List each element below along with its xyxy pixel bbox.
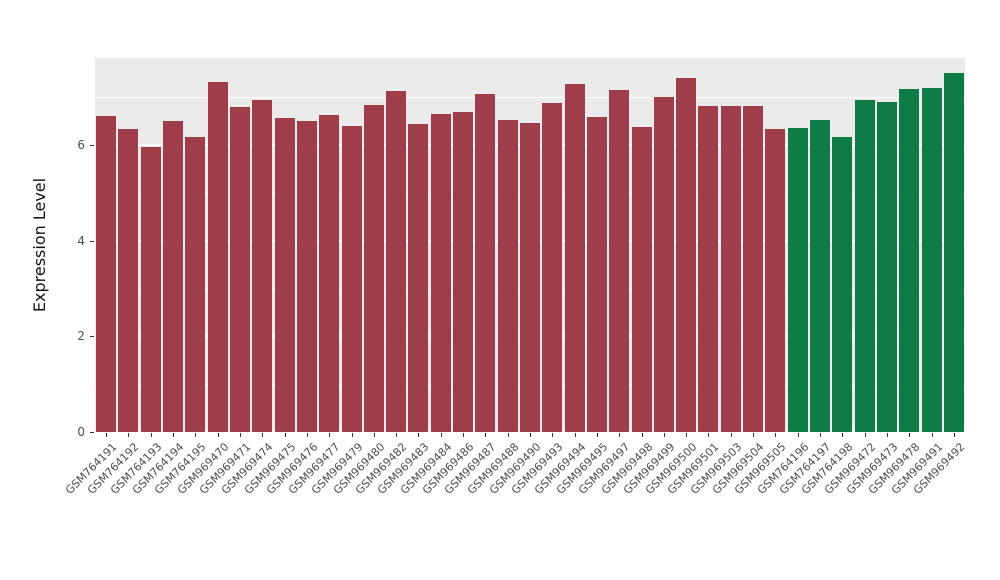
bar-GSM764194	[163, 121, 184, 432]
bar-GSM969503	[720, 105, 741, 432]
x-tick-mark	[886, 433, 888, 437]
bar-GSM969473	[876, 102, 897, 432]
bar-GSM969494	[564, 83, 585, 432]
bar-GSM764193	[140, 146, 161, 432]
bar-GSM969490	[519, 123, 541, 432]
x-tick-mark	[150, 433, 152, 437]
bar-GSM969479	[341, 125, 362, 432]
x-tick-mark	[596, 433, 598, 437]
gridline-major	[95, 431, 965, 433]
bar-GSM764195	[185, 136, 206, 432]
bar-GSM969471	[229, 106, 251, 432]
bar-GSM969487	[475, 93, 496, 432]
y-tick-label: 6	[77, 138, 85, 153]
x-tick-mark	[931, 433, 933, 437]
bar-GSM969482	[386, 91, 407, 432]
x-tick-mark	[440, 433, 442, 437]
x-tick-mark	[507, 433, 509, 437]
bar-GSM969480	[363, 104, 384, 432]
x-tick-mark	[485, 433, 487, 437]
y-tick-mark	[90, 336, 94, 338]
x-tick-mark	[373, 433, 375, 437]
bar-GSM969505	[765, 129, 786, 432]
y-tick-label: 4	[77, 233, 85, 248]
bar-GSM969486	[453, 112, 474, 432]
bar-GSM969478	[899, 89, 920, 432]
x-tick-mark	[195, 433, 197, 437]
bar-GSM969501	[698, 105, 719, 432]
bar-GSM969498	[631, 126, 652, 432]
bar-GSM969477	[319, 114, 340, 432]
y-tick-mark	[90, 145, 94, 147]
x-tick-mark	[262, 433, 264, 437]
bar-GSM969470	[207, 81, 228, 432]
bar-GSM764198	[832, 136, 853, 432]
bar-GSM969472	[854, 100, 875, 432]
x-tick-mark	[775, 433, 777, 437]
y-tick-mark	[90, 240, 94, 242]
bar-GSM764197	[809, 120, 831, 432]
x-tick-mark	[173, 433, 175, 437]
bar-GSM969499	[653, 97, 674, 432]
bar-GSM969493	[542, 102, 563, 432]
x-tick-mark	[641, 433, 643, 437]
x-tick-mark	[552, 433, 554, 437]
bar-GSM969491	[921, 87, 942, 432]
bar-GSM969492	[943, 73, 964, 432]
x-tick-mark	[530, 433, 531, 437]
x-tick-mark	[306, 433, 308, 437]
x-tick-mark	[686, 433, 688, 437]
y-tick-label: 0	[77, 425, 85, 439]
plot-panel	[95, 58, 965, 433]
x-tick-mark	[463, 433, 465, 437]
x-tick-mark	[396, 433, 398, 437]
bar-GSM969476	[296, 121, 317, 432]
x-tick-mark	[797, 433, 799, 437]
x-tick-mark	[753, 433, 755, 437]
bar-GSM969495	[586, 116, 607, 432]
bar-GSM969484	[430, 113, 451, 432]
y-tick-mark	[90, 432, 94, 433]
gridline-minor	[95, 97, 965, 99]
bar-GSM764191	[96, 116, 117, 432]
x-tick-mark	[708, 433, 710, 437]
x-tick-mark	[284, 433, 286, 437]
x-tick-mark	[128, 433, 130, 437]
x-tick-mark	[240, 433, 241, 437]
x-tick-mark	[730, 433, 732, 437]
x-tick-mark	[842, 433, 844, 437]
bar-GSM969474	[252, 100, 273, 432]
x-tick-mark	[418, 433, 420, 437]
x-tick-mark	[953, 433, 955, 437]
x-tick-mark	[106, 433, 108, 437]
y-tick-label: 2	[77, 329, 85, 344]
x-tick-mark	[217, 433, 219, 437]
bar-GSM764196	[787, 128, 808, 432]
x-tick-mark	[619, 433, 621, 437]
x-tick-mark	[329, 433, 331, 437]
bar-GSM969500	[676, 78, 697, 432]
bar-GSM969504	[743, 105, 764, 432]
x-tick-mark	[820, 433, 821, 437]
x-tick-mark	[864, 433, 866, 437]
y-axis-title-text: Expression Level	[30, 177, 49, 313]
x-tick-mark	[351, 433, 353, 437]
bar-GSM969475	[274, 117, 295, 432]
x-tick-mark	[909, 433, 911, 437]
x-tick-mark	[574, 433, 576, 437]
x-tick-mark	[663, 433, 665, 437]
bar-GSM969483	[408, 124, 429, 432]
bar-GSM969497	[609, 90, 630, 432]
bar-GSM764192	[118, 129, 139, 432]
bar-GSM969488	[497, 120, 518, 432]
